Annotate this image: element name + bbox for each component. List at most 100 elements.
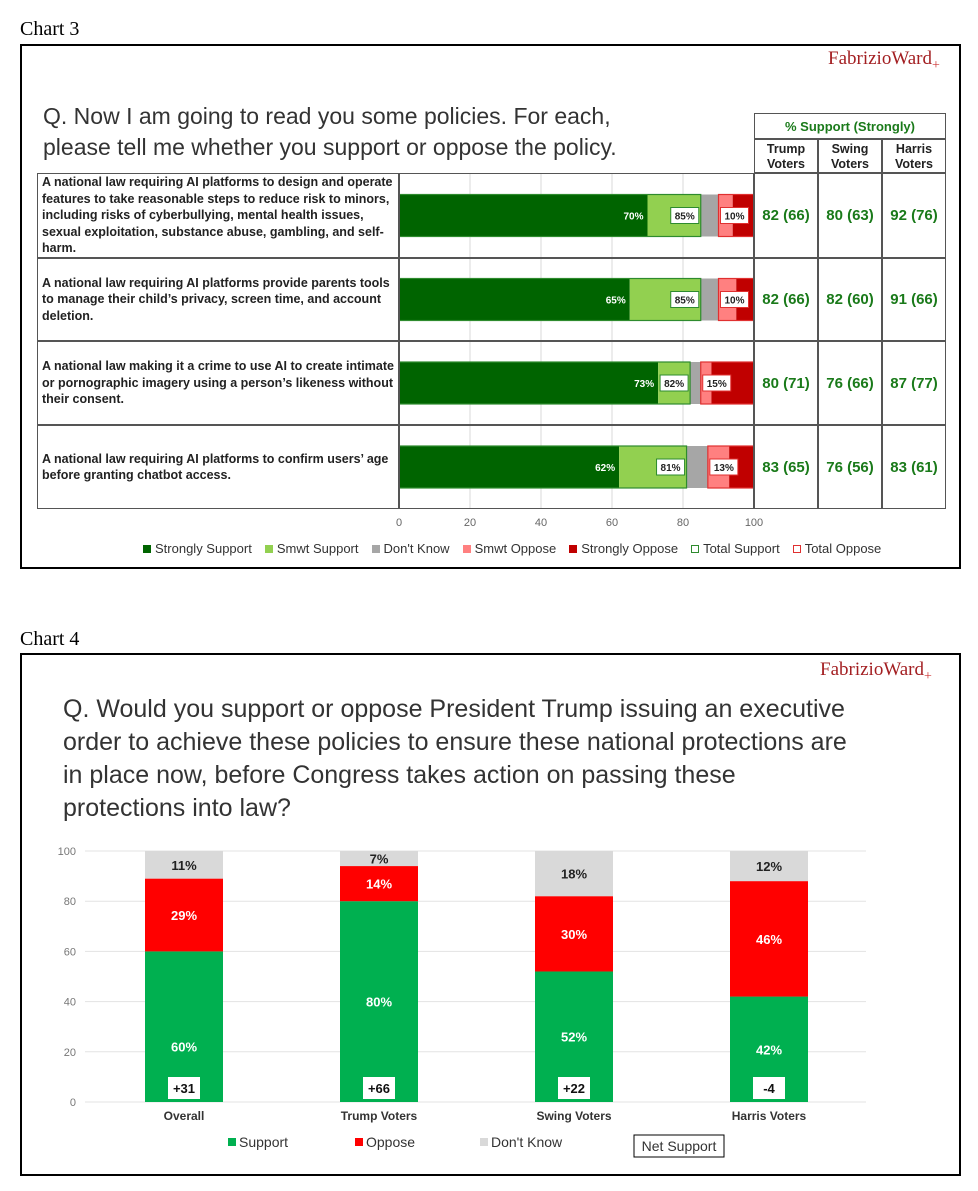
total-support-label-box	[659, 374, 689, 392]
policy-label: A national law requiring AI platforms pr…	[37, 258, 399, 341]
value-label: 11%	[171, 858, 197, 873]
bar-segment-strongly-support	[399, 194, 648, 237]
legend-label: Smwt Oppose	[474, 541, 557, 556]
chart3-logo: FabrizioWard+	[828, 48, 940, 73]
total-oppose-label: 15%	[707, 379, 727, 390]
table-header: % Support (Strongly)	[754, 113, 946, 139]
policy-label: A national law requiring AI platforms to…	[37, 425, 399, 509]
support-value: 91 (66)	[882, 258, 946, 341]
support-value: 82 (66)	[754, 258, 818, 341]
value-label: 80%	[366, 995, 392, 1010]
bar-segment-don-t-know	[700, 194, 719, 237]
chart3-label: Chart 3	[20, 18, 80, 40]
strong-support-label: 65%	[606, 296, 626, 307]
bar-segment-oppose	[340, 866, 418, 902]
legend-label: Don't Know	[383, 541, 450, 556]
x-tick-label: 40	[535, 517, 547, 529]
chart4-logo: FabrizioWard+	[820, 659, 932, 684]
total-oppose-label-box	[709, 458, 739, 476]
net-support-box	[168, 1077, 200, 1099]
legend-label: Smwt Support	[276, 541, 359, 556]
bar-segment-support	[340, 901, 418, 1102]
category-label: Trump Voters	[341, 1109, 418, 1123]
net-support-box	[753, 1077, 785, 1099]
total-support-label: 85%	[675, 296, 695, 307]
support-value: 76 (56)	[818, 425, 882, 509]
legend-item: Smwt Oppose	[462, 541, 557, 556]
total-support-label: 81%	[661, 463, 681, 474]
y-tick-label: 60	[64, 946, 76, 958]
legend-swatch	[355, 1138, 363, 1146]
total-oppose-label-box	[720, 207, 749, 224]
value-label: 30%	[561, 927, 587, 942]
net-support-legend-label: Net Support	[642, 1138, 717, 1154]
legend-label: Strongly Support	[155, 541, 252, 556]
value-label: 46%	[756, 932, 782, 947]
total-support-label: 85%	[675, 212, 695, 223]
legend-swatch	[569, 544, 578, 553]
legend-label: Don't Know	[491, 1134, 563, 1150]
x-tick-label: 0	[396, 517, 402, 529]
chart3-legend: Strongly Support Smwt Support Don't Know Sm…	[143, 541, 881, 556]
legend-swatch	[371, 544, 380, 553]
strong-support-label: 62%	[595, 463, 615, 474]
legend-label: Oppose	[366, 1134, 415, 1150]
net-support-label: +31	[173, 1081, 195, 1096]
legend-swatch	[143, 544, 151, 553]
policy-label: A national law making it a crime to use …	[37, 341, 399, 425]
net-support-label: +22	[563, 1081, 585, 1096]
net-support-legend-box	[633, 1134, 725, 1158]
total-oppose-label-box	[702, 374, 732, 392]
bar-segment-don-t-know	[535, 851, 613, 897]
x-tick-label: 100	[745, 517, 763, 529]
bar-segment-strongly-support	[399, 446, 620, 488]
legend-item: Strongly Support	[143, 541, 252, 556]
value-label: 42%	[756, 1042, 782, 1057]
total-oppose-label: 10%	[724, 212, 744, 223]
legend-swatch	[462, 544, 471, 553]
chart4-plot: 0 20 40 60 80 100 60% 29% 11% +31 Overall 80% 14% 7% +…	[58, 846, 866, 1158]
total-oppose-label-box	[720, 291, 749, 308]
legend-label: Total Support	[703, 541, 780, 556]
bar-cell	[399, 341, 754, 425]
net-support-box	[558, 1077, 590, 1099]
value-label: 18%	[561, 867, 587, 882]
strong-support-label: 70%	[623, 212, 643, 223]
chart4-frame	[20, 653, 961, 1176]
bar-segment-don-t-know	[730, 851, 808, 882]
category-label: Harris Voters	[732, 1109, 807, 1123]
total-support-label-box	[670, 291, 700, 308]
support-value: 83 (61)	[882, 425, 946, 509]
chart4-label: Chart 4	[20, 628, 80, 650]
y-tick-label: 40	[64, 997, 76, 1009]
chart3-frame	[20, 44, 961, 569]
legend-swatch	[264, 544, 273, 553]
support-value: 82 (60)	[818, 258, 882, 341]
support-value: 80 (63)	[818, 173, 882, 258]
legend-swatch	[792, 544, 801, 553]
strong-support-label: 73%	[634, 379, 654, 390]
category-label: Overall	[164, 1109, 205, 1123]
column-header-1: Swing Voters	[818, 139, 882, 173]
bar-segment-support	[145, 951, 223, 1102]
value-label: 60%	[171, 1040, 197, 1055]
support-value: 92 (76)	[882, 173, 946, 258]
support-value: 80 (71)	[754, 341, 818, 425]
value-label: 7%	[370, 852, 389, 867]
bar-cell	[399, 425, 754, 509]
bar-segment-strongly-support	[399, 278, 630, 321]
chart3-plot: 70% 85% 10% 65% 85% 10% 73% 82% 15% 62% 81% 13% 0 20 4…	[396, 173, 763, 529]
y-tick-label: 100	[58, 846, 76, 858]
bar-segment-oppose	[145, 878, 223, 952]
legend-item: Total Support	[691, 541, 780, 556]
total-support-label: 82%	[664, 379, 684, 390]
support-value: 87 (77)	[882, 341, 946, 425]
column-header-2: Harris Voters	[882, 139, 946, 173]
y-tick-label: 20	[64, 1047, 76, 1059]
support-value: 83 (65)	[754, 425, 818, 509]
bar-segment-don-t-know	[340, 851, 418, 867]
value-label: 29%	[171, 908, 197, 923]
legend-label: Support	[239, 1134, 288, 1150]
bar-segment-oppose	[535, 896, 613, 972]
